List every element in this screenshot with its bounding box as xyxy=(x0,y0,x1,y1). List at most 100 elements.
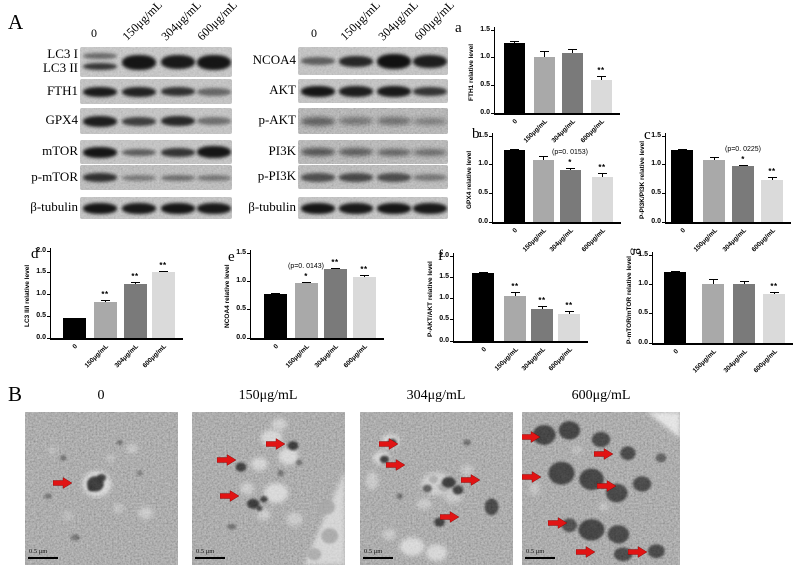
error-bar-cap xyxy=(596,76,606,78)
panel-b-label: B xyxy=(8,382,23,406)
significance-marker: ** xyxy=(331,257,339,267)
tem-image-title: 600μg/mL xyxy=(571,388,631,403)
right-arrow-icon xyxy=(52,477,73,490)
data-bar xyxy=(703,160,725,222)
red-arrow-marker xyxy=(593,447,613,461)
y-tick-label: 0.0 xyxy=(638,338,648,346)
data-bar xyxy=(93,301,117,338)
chart-a: a FTH1 relative level 0.0 0.5 1.0 1.5 0 150μg/m… xyxy=(450,18,630,158)
protein-band xyxy=(413,54,447,68)
x-axis-line xyxy=(250,338,384,340)
protein-band xyxy=(197,202,231,214)
data-bar xyxy=(62,318,86,338)
protein-band xyxy=(301,85,335,97)
blot-row-label: β-tubulin xyxy=(30,199,78,214)
error-bar-cap xyxy=(130,282,140,284)
protein-band xyxy=(377,53,411,69)
error-bar-cap xyxy=(510,292,520,294)
significance-marker: ** xyxy=(101,290,109,300)
protein-band xyxy=(83,173,117,182)
data-bar xyxy=(533,56,555,113)
y-axis-line xyxy=(652,252,653,343)
data-bar xyxy=(352,277,376,338)
protein-band xyxy=(339,85,373,97)
protein-band xyxy=(83,62,117,70)
blot-strip xyxy=(298,79,448,103)
data-bar xyxy=(671,150,693,222)
error-bar-line xyxy=(571,49,573,54)
error-bar-cap xyxy=(270,292,280,294)
significance-marker: * xyxy=(568,158,572,168)
protein-band xyxy=(83,146,117,158)
scale-bar-label: 0.5 μm xyxy=(364,548,383,555)
error-bar-cap xyxy=(478,271,488,273)
error-bar-cap xyxy=(537,306,547,308)
chart-b: b GPX4 relative level 0.0 0.5 1.0 1.5 0 150μg/m… xyxy=(450,122,630,262)
red-arrow-marker xyxy=(596,479,617,493)
blot-strip xyxy=(298,47,448,75)
error-bar-cap xyxy=(359,274,369,276)
y-tick-mark xyxy=(450,298,453,299)
significance-marker: ** xyxy=(360,264,368,274)
y-tick-label: 1.0 xyxy=(651,160,661,168)
chart-panel-letter: d xyxy=(31,246,39,262)
chart-f: f P-AKT/AKT relative level 0.0 0.5 1.0 1.5 2.0… xyxy=(427,240,608,380)
tem-image-title: 0 xyxy=(97,388,105,403)
red-arrow-marker xyxy=(522,470,542,484)
red-arrow-marker xyxy=(216,453,237,467)
right-arrow-icon xyxy=(575,546,596,559)
tem-micrograph: 0.5 μm xyxy=(360,412,513,565)
data-bar xyxy=(561,53,583,113)
y-tick-mark xyxy=(247,280,250,282)
error-bar-line xyxy=(541,306,543,309)
protein-band xyxy=(301,116,335,126)
data-bar xyxy=(591,177,613,222)
error-bar-cap xyxy=(539,51,549,53)
scale-bar-label: 0.5 μm xyxy=(29,548,48,555)
scale-bar-line xyxy=(525,557,555,559)
y-tick-mark xyxy=(649,254,652,256)
chart-c: c P-PI3K/PI3K relative level 0.0 0.5 1.0 1.5 0… xyxy=(628,122,800,262)
chart-panel-letter: a xyxy=(455,20,462,36)
protein-band xyxy=(339,148,373,156)
scale-bar-line xyxy=(28,557,58,559)
protein-band xyxy=(339,55,373,67)
error-bar-cap xyxy=(509,148,519,150)
y-axis-line xyxy=(665,133,666,222)
y-axis-line xyxy=(250,250,251,338)
error-bar-cap xyxy=(597,173,607,175)
red-arrow-marker xyxy=(547,516,568,530)
x-axis-line xyxy=(494,113,620,115)
error-bar-cap xyxy=(739,281,749,283)
error-bar-line xyxy=(712,279,714,285)
blot-noise-texture xyxy=(298,197,448,219)
right-arrow-icon xyxy=(265,437,285,450)
protein-band xyxy=(122,148,156,156)
y-tick-label: 0.0 xyxy=(36,333,46,341)
error-bar-cap xyxy=(538,156,548,158)
right-arrow-icon xyxy=(216,454,237,467)
chart-g: g P-mTOR/mTOR relative level 0.0 0.5 1.0 1.5 0… xyxy=(626,240,800,380)
protein-band xyxy=(197,117,231,125)
protein-band xyxy=(377,202,411,214)
blot-row-label: AKT xyxy=(269,82,296,97)
y-tick-label: 0.5 xyxy=(36,311,46,319)
significance-marker: ** xyxy=(565,301,573,311)
data-bar xyxy=(504,295,526,341)
red-arrow-marker xyxy=(628,545,648,559)
error-bar-line xyxy=(134,282,136,285)
red-arrow-marker xyxy=(385,458,406,471)
protein-band xyxy=(301,148,335,156)
protein-band xyxy=(83,86,117,97)
error-bar-cap xyxy=(767,177,777,179)
protein-band xyxy=(161,116,195,126)
p-value-annotation: (p=0. 0225) xyxy=(725,145,761,153)
protein-band xyxy=(339,202,373,214)
y-axis-line xyxy=(492,133,493,222)
y-tick-mark xyxy=(247,252,250,254)
data-bar xyxy=(664,272,686,343)
y-tick-label: 0.0 xyxy=(478,217,488,225)
right-arrow-icon xyxy=(547,517,568,530)
y-tick-mark xyxy=(491,84,494,86)
